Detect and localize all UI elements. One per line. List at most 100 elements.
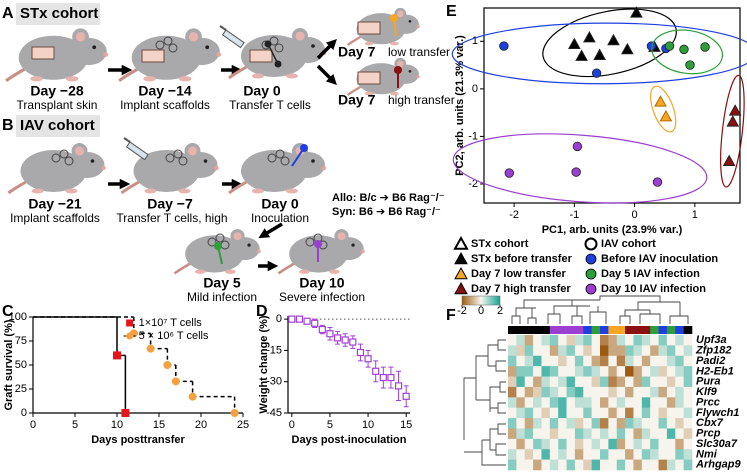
- heatmap-cell: [658, 335, 668, 346]
- heatmap-cell: [641, 428, 651, 440]
- heatmap-cell: [641, 459, 651, 471]
- heatmap-cell: [600, 428, 609, 440]
- heatmap-cell: [566, 459, 576, 471]
- heatmap-cell: [616, 397, 626, 408]
- heatmap-cell: [633, 376, 643, 388]
- heatmap-cell: [658, 418, 668, 429]
- heatmap-cell: [583, 345, 592, 357]
- group-color-bar: [666, 326, 676, 334]
- legend-label: STx before transfer: [471, 253, 573, 265]
- heatmap-cell: [549, 397, 559, 408]
- panel-a: A STx cohort Day −28 Transplant skin Day…: [2, 3, 455, 112]
- group-color-bar: [516, 326, 526, 334]
- step-day: Day 5: [203, 275, 241, 291]
- gene-label: Cbx7: [696, 417, 724, 429]
- data-point: [607, 33, 620, 46]
- heatmap-cell: [541, 438, 551, 450]
- heatmap-cell: [516, 345, 526, 357]
- heatmap-cell: [625, 397, 634, 408]
- heatmap-cell: [666, 459, 676, 471]
- heatmap-cell: [516, 335, 526, 346]
- heatmap-cell: [558, 366, 567, 377]
- heatmap-cell: [683, 407, 693, 419]
- heatmap-cell: [683, 345, 693, 357]
- heatmap-cell: [641, 386, 651, 398]
- heatmap-cell: [600, 449, 609, 460]
- heatmap-cell: [683, 386, 693, 398]
- heatmap-cell: [616, 345, 626, 357]
- heatmap-cell: [566, 407, 576, 419]
- heatmap-cell: [549, 376, 559, 388]
- heatmap-cell: [600, 366, 609, 377]
- step-day: Day −14: [138, 83, 192, 99]
- data-point: [583, 30, 596, 43]
- heatmap-cell: [549, 366, 559, 377]
- heatmap-cell: [650, 345, 659, 357]
- heatmap-dendrograms: [463, 295, 689, 466]
- data-point: [685, 60, 695, 70]
- heatmap-cell: [658, 438, 668, 450]
- title-box: [16, 3, 100, 25]
- y-axis-title: Weight change (%): [258, 315, 270, 414]
- heatmap-cell: [675, 335, 684, 346]
- data-point: [726, 115, 740, 127]
- heatmap-cell: [516, 397, 526, 408]
- pointer: [291, 147, 305, 167]
- x-tick-label: -2: [509, 209, 519, 221]
- data-point: [121, 409, 130, 417]
- heatmap-cell: [574, 418, 584, 429]
- heatmap-cell: [658, 459, 668, 471]
- colorbar-tick-label: -2: [457, 305, 467, 317]
- y-tick-label: -15: [266, 344, 282, 356]
- heatmap-cell: [683, 418, 693, 429]
- group-color-bar: [566, 326, 576, 334]
- heatmap-cell: [508, 397, 517, 408]
- heatmap-cell: [524, 376, 534, 388]
- heatmap-cell: [583, 459, 592, 471]
- heatmap-cell: [675, 355, 684, 367]
- heatmap-cell: [633, 366, 643, 377]
- heatmap-cell: [524, 355, 534, 367]
- heatmap-cell: [574, 407, 584, 419]
- heatmap-cell: [549, 449, 559, 460]
- heatmap-cell: [591, 366, 601, 377]
- heatmap-cell: [650, 397, 659, 408]
- heatmap-cell: [566, 397, 576, 408]
- heatmap-cell: [541, 376, 551, 388]
- heatmap-cell: [616, 418, 626, 429]
- data-point: [318, 325, 326, 334]
- heatmap-cell: [583, 386, 592, 398]
- heatmap-cell: [541, 355, 551, 367]
- heatmap-cell: [675, 397, 684, 408]
- heatmap-cell: [616, 376, 626, 388]
- heatmap-cell: [566, 438, 576, 450]
- heatmap-cell: [566, 376, 576, 388]
- panel-letter: C: [2, 303, 14, 320]
- heatmap-cell: [600, 376, 609, 388]
- heatmap-cell: [574, 376, 584, 388]
- heatmap-cell: [566, 428, 576, 440]
- legend-header: STx cohort: [471, 238, 529, 250]
- heatmap-cell: [583, 366, 592, 377]
- heatmap-cell: [508, 366, 517, 377]
- heatmap-cell: [508, 386, 517, 398]
- heatmap-cell: [508, 335, 517, 346]
- heatmap-cell: [549, 459, 559, 471]
- x-tick-label: 10: [362, 419, 374, 431]
- heatmap-cell: [650, 386, 659, 398]
- x-tick-label: 5: [72, 419, 78, 431]
- heatmap-cell: [533, 366, 542, 377]
- heatmap-cell: [591, 397, 601, 408]
- heatmap-cell: [608, 397, 618, 408]
- heatmap-cell: [633, 345, 643, 357]
- heatmap-cell: [541, 397, 551, 408]
- heatmap-cell: [591, 438, 601, 450]
- mouse-icon: [118, 26, 223, 83]
- data-point: [303, 317, 311, 325]
- heatmap-cell: [583, 438, 592, 450]
- legend-marker: [454, 281, 468, 295]
- gene-label: Klf9: [696, 386, 718, 398]
- x-axis-title: Days post-inoculation: [292, 434, 407, 446]
- legend-label: Before IAV inoculation: [601, 253, 718, 265]
